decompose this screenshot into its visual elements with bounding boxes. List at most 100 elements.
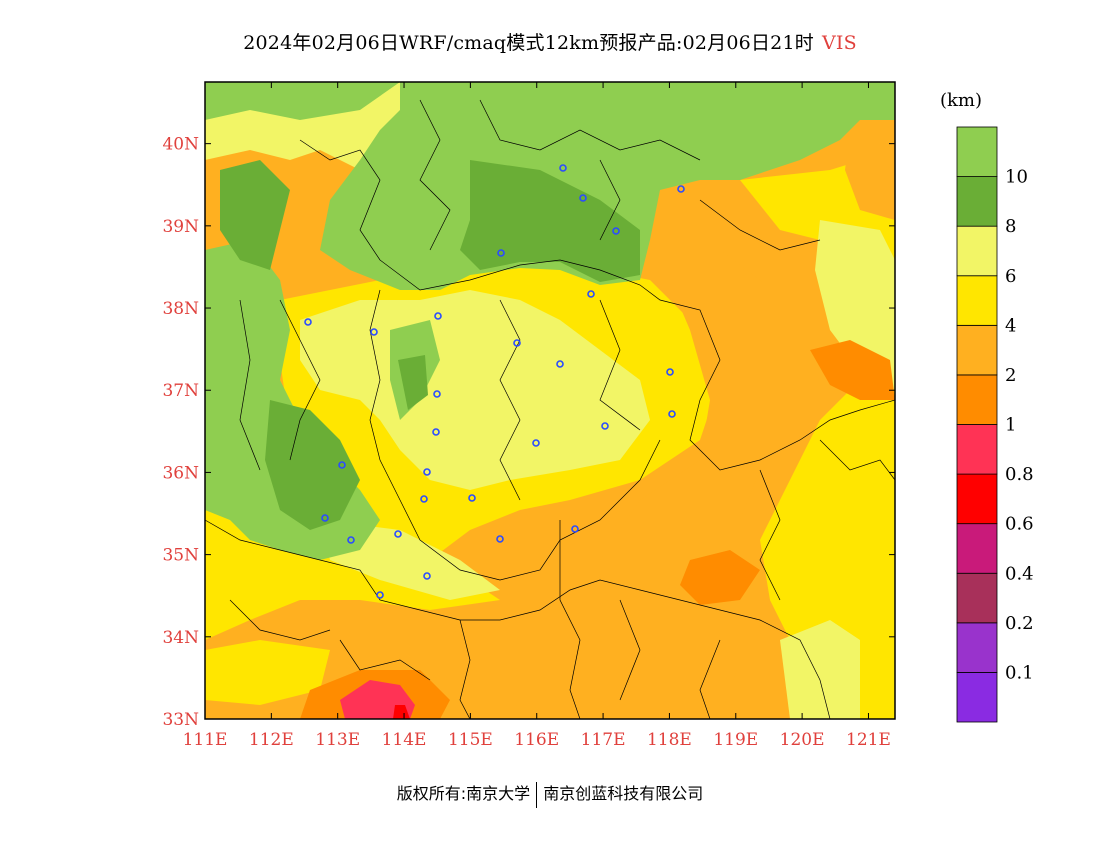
colorbar-swatch [956,424,998,475]
city-marker [321,514,329,522]
colorbar-label: 4 [1005,315,1016,336]
legend-unit: (km) [940,90,983,111]
city-marker [347,536,355,544]
zone-yellow-east [740,150,895,719]
lat-label: 36N [162,463,199,483]
city-marker [556,360,564,368]
city-marker [432,428,440,436]
colorbar-label: 0.8 [1005,464,1034,485]
colorbar-label: 0.2 [1005,613,1034,634]
colorbar-swatch [956,672,998,723]
city-marker [666,368,674,376]
city-marker [370,328,378,336]
zone-darkgreen-tongue [398,355,428,410]
lat-label: 35N [162,546,199,566]
title-text: 2024年02月06日WRF/cmaq模式12km预报产品:02月06日21时 [243,32,814,54]
colorbar-swatch [956,473,998,525]
colorbar: 0.1 0.2 0.4 0.6 0.8 1 2 4 6 8 10 [956,126,1034,723]
lon-label: 118E [647,730,692,750]
zone-darkgreen-north [460,160,640,282]
city-marker [338,461,346,469]
zone-darkorange-east [810,340,895,400]
city-marker [677,185,685,193]
city-marker [559,164,567,172]
colorbar-swatch [956,275,998,326]
lon-label: 121E [846,730,891,750]
city-marker [668,410,676,418]
zone-darkgreen-west2 [265,400,360,530]
city-marker [579,194,587,202]
copyright-label: 版权所有:南京大学 [396,784,531,803]
city-marker [587,290,595,298]
lon-label: 117E [581,730,626,750]
chart-title: 2024年02月06日WRF/cmaq模式12km预报产品:02月06日21时 V… [0,28,1100,55]
zone-crimson-south [393,705,410,719]
city-marker [571,525,579,533]
city-marker [496,535,504,543]
colorbar-label: 0.4 [1005,563,1034,584]
colorbar-swatch [956,374,998,425]
zone-lightyellow-se [780,620,860,719]
lon-label: 120E [780,730,825,750]
footer: 版权所有:南京大学 南京创蓝科技有限公司 [0,780,1100,808]
zone-lightyellow-east [815,220,895,390]
city-marker [434,312,442,320]
zone-green-north [320,82,895,290]
lon-label: 111E [183,730,228,750]
visibility-field [205,82,895,719]
city-marker [376,591,384,599]
admin-boundaries [205,99,895,719]
colorbar-label: 6 [1005,266,1016,287]
colorbar-label: 0.1 [1005,662,1034,683]
lat-label: 38N [162,299,199,319]
colorbar-label: 8 [1005,216,1016,237]
lat-label: 34N [162,628,199,648]
colorbar-swatch [956,572,998,624]
city-marker [612,227,620,235]
city-marker [420,495,428,503]
city-marker [423,468,431,476]
city-marker [423,572,431,580]
lon-label: 116E [514,730,559,750]
colorbar-swatch [956,324,998,376]
company-label: 南京创蓝科技有限公司 [543,784,704,803]
colorbar-label: 1 [1005,415,1016,436]
lat-label: 40N [162,135,199,155]
zone-darkgreen-west [220,160,290,270]
zone-lightyellow-core [300,290,650,490]
lon-label: 114E [382,730,427,750]
colorbar-label: 2 [1005,365,1016,386]
colorbar-swatch [956,225,998,277]
lon-label: 113E [315,730,360,750]
city-marker [601,422,609,430]
city-marker [468,494,476,502]
zone-orange-ne [845,130,895,220]
lat-label: 33N [162,710,199,730]
colorbar-swatch [956,523,998,574]
lat-label: 37N [162,381,199,401]
zone-orange-se [500,250,810,719]
colorbar-swatch [956,126,998,177]
zone-green-topleft [205,82,400,120]
lon-label: 112E [249,730,294,750]
lon-label: 115E [448,730,493,750]
lat-label: 39N [162,217,199,237]
city-marker [394,530,402,538]
city-marker [433,390,441,398]
colorbar-label: 10 [1005,167,1028,188]
city-markers [304,164,685,599]
city-marker [497,249,505,257]
city-marker [513,339,521,347]
lon-label: 119E [713,730,758,750]
plot-frame [204,81,896,720]
footer-separator [536,781,538,808]
zone-yellow-sw2 [205,640,330,705]
zone-darkorange-mid [680,550,760,605]
colorbar-swatch [956,176,998,227]
city-marker [304,318,312,326]
colorbar-label: 0.6 [1005,514,1034,535]
variable-label: VIS [821,32,857,54]
city-marker [532,439,540,447]
